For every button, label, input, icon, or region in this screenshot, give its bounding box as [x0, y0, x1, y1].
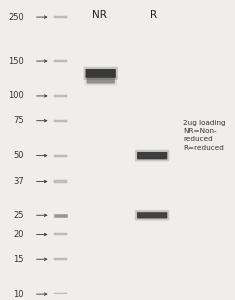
FancyBboxPatch shape	[87, 77, 114, 83]
Text: 150: 150	[8, 56, 24, 65]
FancyBboxPatch shape	[137, 212, 167, 218]
Text: 37: 37	[13, 177, 24, 186]
Text: 25: 25	[13, 211, 24, 220]
Bar	[55, 60, 67, 62]
Bar	[55, 258, 67, 260]
Text: 75: 75	[13, 116, 24, 125]
FancyBboxPatch shape	[135, 150, 169, 161]
Bar	[55, 120, 67, 122]
Text: 2ug loading
NR=Non-
reduced
R=reduced: 2ug loading NR=Non- reduced R=reduced	[183, 120, 226, 151]
Bar	[55, 233, 67, 236]
Text: 15: 15	[13, 255, 24, 264]
FancyBboxPatch shape	[135, 210, 169, 220]
Text: 20: 20	[13, 230, 24, 239]
FancyBboxPatch shape	[137, 152, 167, 159]
Text: 250: 250	[8, 13, 24, 22]
Bar	[55, 16, 67, 18]
Text: R: R	[150, 10, 157, 20]
Bar	[55, 293, 67, 295]
Bar	[55, 214, 67, 217]
FancyBboxPatch shape	[84, 67, 118, 80]
Bar	[55, 95, 67, 97]
Text: 50: 50	[13, 151, 24, 160]
Text: 100: 100	[8, 92, 24, 100]
Bar	[55, 181, 67, 182]
Text: NR: NR	[92, 10, 107, 20]
FancyBboxPatch shape	[85, 75, 117, 86]
FancyBboxPatch shape	[86, 69, 116, 78]
Bar	[55, 154, 67, 157]
Text: 10: 10	[13, 290, 24, 298]
